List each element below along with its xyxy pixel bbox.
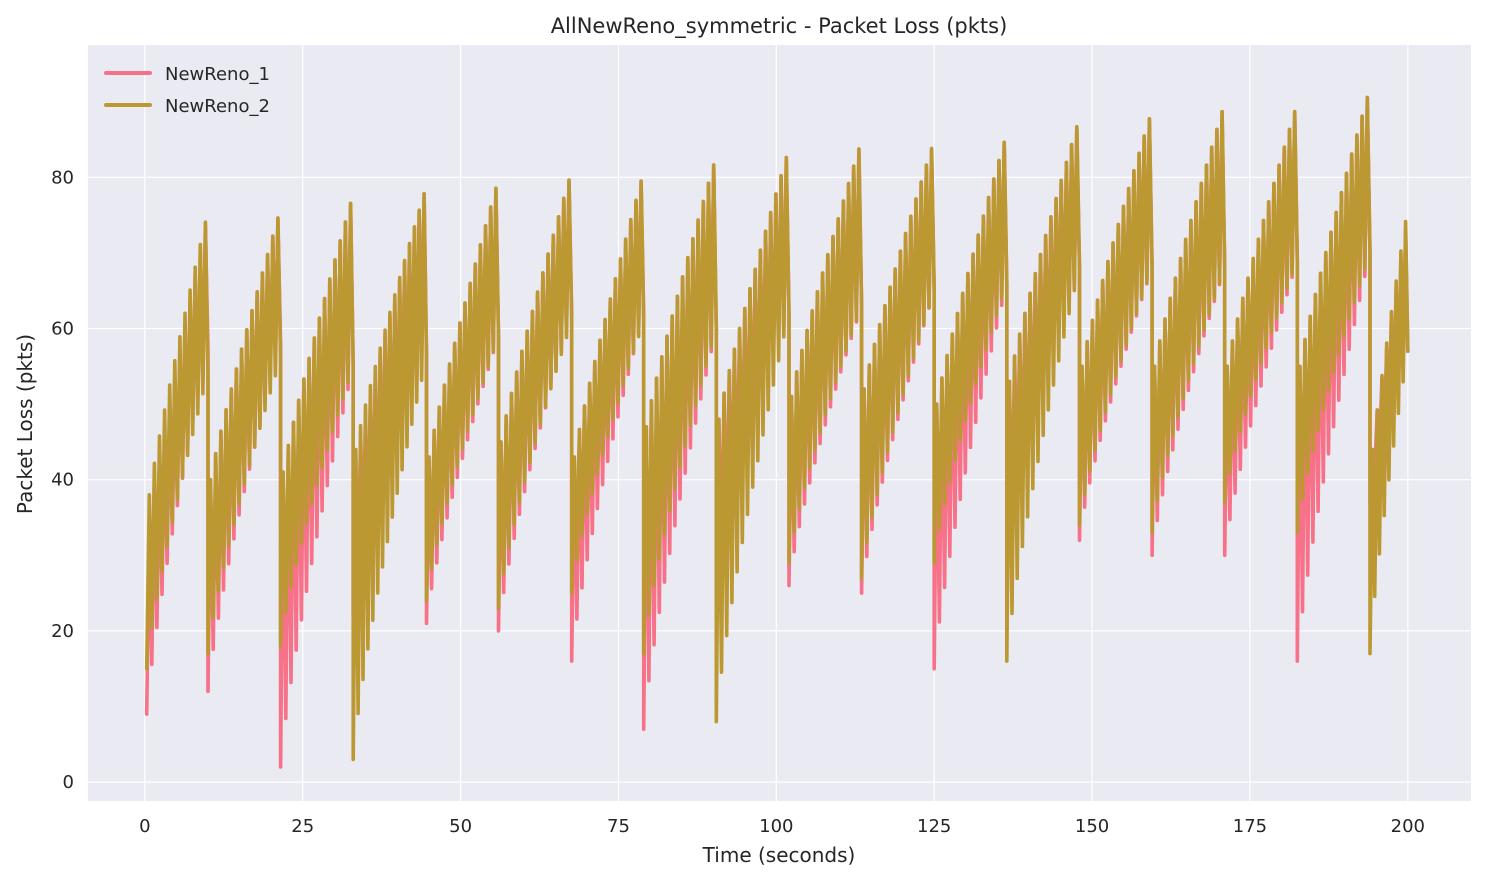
legend: NewReno_1 NewReno_2 <box>104 64 270 117</box>
x-tick-label: 100 <box>759 816 793 837</box>
x-axis-label: Time (seconds) <box>702 843 856 867</box>
y-tick-label: 20 <box>51 621 74 642</box>
x-tick-label: 0 <box>139 816 150 837</box>
y-tick-labels: 0 20 40 60 80 <box>51 167 74 793</box>
series-line-newreno-2 <box>144 95 1410 762</box>
legend-label-newreno-1: NewReno_1 <box>165 64 270 85</box>
y-tick-label: 60 <box>51 319 74 340</box>
chart-title: AllNewReno_symmetric - Packet Loss (pkts… <box>551 14 1008 39</box>
x-tick-label: 50 <box>449 816 472 837</box>
x-tick-label: 150 <box>1075 816 1109 837</box>
legend-label-newreno-2: NewReno_2 <box>165 96 270 117</box>
y-axis-label: Packet Loss (pkts) <box>13 334 37 514</box>
x-tick-label: 25 <box>291 816 314 837</box>
x-tick-label: 200 <box>1391 816 1425 837</box>
y-tick-label: 0 <box>63 772 74 793</box>
y-tick-label: 40 <box>51 470 74 491</box>
x-tick-label: 125 <box>917 816 951 837</box>
plot-background <box>88 45 1471 801</box>
x-tick-label: 175 <box>1233 816 1267 837</box>
series-layer <box>144 95 1410 769</box>
y-tick-label: 80 <box>51 167 74 188</box>
x-tick-labels: 0 25 50 75 100 125 150 175 200 <box>139 816 1425 837</box>
x-tick-label: 75 <box>607 816 630 837</box>
